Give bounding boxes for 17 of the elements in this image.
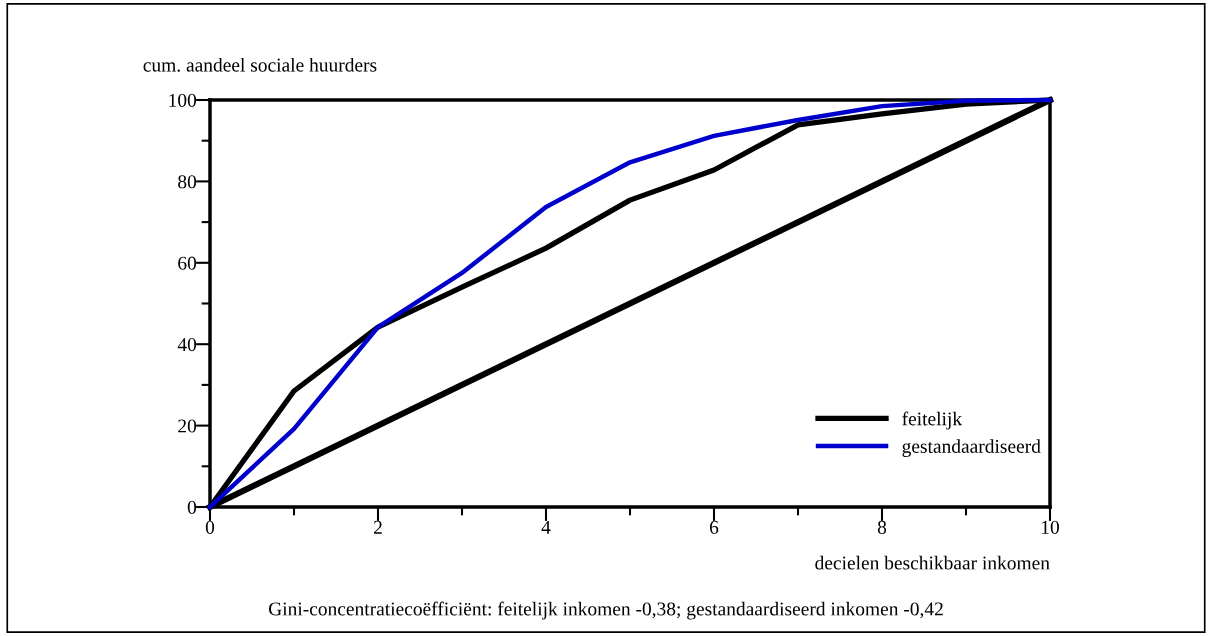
x-tick-label: 0 (205, 520, 215, 534)
x-tick-label: 6 (709, 520, 719, 534)
x-tick-label: 10 (1041, 520, 1059, 534)
x-tick-label: 8 (877, 520, 887, 534)
text: Gini-concentratiecoëfficiënt: feitelijk inkomen -0,38; gestandaardiseerd inkomen -0,42 (268, 601, 943, 620)
legend-label: feitelijk (902, 411, 963, 430)
x-tick-label: 4 (541, 520, 551, 534)
x-axis-title: decielen beschikbaar inkomen (815, 555, 1050, 570)
y-tick-label: 40 (177, 338, 197, 352)
x-tick-label: 2 (373, 520, 382, 534)
legend-label: gestandaardiseerd (902, 439, 1041, 457)
y-axis-title: cum. aandeel sociale huurders (143, 57, 377, 72)
y-tick-label: 20 (178, 419, 197, 433)
y-tick-label: 100 (169, 93, 197, 107)
y-tick-label: 80 (178, 175, 197, 189)
y-tick-label: 0 (187, 500, 197, 514)
y-tick-label: 60 (178, 256, 197, 270)
